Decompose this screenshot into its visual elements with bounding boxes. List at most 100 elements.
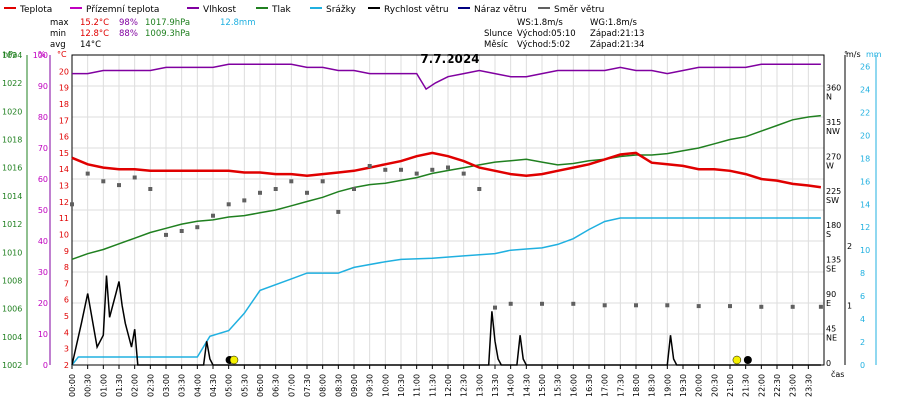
stat-min-temp: 12.8°C <box>80 29 109 39</box>
c-tick-6: 14 <box>59 165 69 174</box>
mm-tick-3: 20 <box>860 131 870 140</box>
c-tick-12: 8 <box>64 263 69 272</box>
wind-direction-point-19 <box>367 164 372 168</box>
c-tick-15: 5 <box>64 312 69 321</box>
x-tick-label-38: 19:00 <box>663 374 672 397</box>
deg-dir-0: N <box>826 92 832 101</box>
c-tick-5: 15 <box>59 149 69 158</box>
wind-direction-point-25 <box>461 171 466 176</box>
x-tick-label-3: 01:30 <box>115 374 124 397</box>
x-tick-label-4: 02:00 <box>131 374 140 397</box>
mm-tick-10: 6 <box>860 292 865 301</box>
x-tick-label-8: 04:00 <box>193 374 202 397</box>
x-tick-label-24: 12:00 <box>444 374 453 397</box>
x-tick-label-39: 19:30 <box>679 374 688 397</box>
hpa-tick-10: 1004 <box>2 333 22 342</box>
pct-tick-4: 60 <box>38 175 48 184</box>
x-tick-label-41: 20:30 <box>710 374 719 397</box>
pct-tick-10: 0 <box>43 361 48 370</box>
stat-avg-temp: 14°C <box>80 40 101 50</box>
wind-direction-point-37 <box>790 304 795 309</box>
wind-direction-point-33 <box>665 303 670 308</box>
hpa-tick-9: 1006 <box>2 305 22 314</box>
x-tick-label-9: 04:30 <box>209 374 218 397</box>
x-tick-label-33: 16:30 <box>585 374 594 397</box>
x-tick-label-18: 09:00 <box>350 374 359 397</box>
c-tick-10: 10 <box>59 230 69 239</box>
x-tick-label-19: 09:30 <box>366 374 375 397</box>
pct-unit: % <box>38 50 46 59</box>
grid <box>71 54 824 366</box>
deg-tick-7: 45 <box>826 325 836 334</box>
wind-direction-point-12 <box>258 190 262 195</box>
hpa-tick-2: 1020 <box>2 107 22 116</box>
pct-tick-7: 30 <box>38 268 48 277</box>
x-tick-label-1: 00:30 <box>84 374 93 397</box>
mm-tick-2: 22 <box>860 108 870 117</box>
x-tick-label-37: 18:30 <box>648 374 657 397</box>
legend-label-2: Vlhkost <box>203 5 236 15</box>
deg-tick-8: 0 <box>826 359 831 368</box>
info-sun-label: Slunce <box>484 29 512 39</box>
c-tick-7: 13 <box>59 182 69 191</box>
x-tick-label-21: 10:30 <box>397 374 406 397</box>
ms-tick-0: 2 <box>847 242 852 251</box>
pct-tick-6: 40 <box>38 237 48 246</box>
x-tick-label-16: 08:00 <box>319 374 328 397</box>
wind-direction-point-3 <box>117 183 121 188</box>
mm-tick-6: 14 <box>860 200 870 209</box>
deg-dir-5: SE <box>826 265 836 274</box>
series-layer <box>70 63 823 366</box>
pct-tick-8: 20 <box>38 299 48 308</box>
wind-direction-point-8 <box>195 225 200 230</box>
wind-direction-point-21 <box>399 167 403 172</box>
wind-direction-point-31 <box>602 303 607 308</box>
x-tick-label-44: 22:00 <box>757 374 766 397</box>
stat-min-press: 1009.3hPa <box>145 29 190 39</box>
wind-direction-point-16 <box>320 179 325 184</box>
x-tick-label-42: 21:00 <box>726 374 735 397</box>
deg-tick-5: 135 <box>826 256 841 265</box>
x-tick-label-11: 05:30 <box>240 374 249 397</box>
hpa-tick-0: 1024 <box>2 51 22 60</box>
deg-tick-4: 180 <box>826 221 841 230</box>
mm-tick-4: 18 <box>860 154 870 163</box>
legend-label-5: Rychlost větru <box>384 5 449 15</box>
x-tick-label-6: 03:00 <box>162 374 171 397</box>
wind-direction-point-7 <box>179 229 184 233</box>
pct-tick-3: 70 <box>38 144 48 153</box>
wind-direction-point-10 <box>226 202 231 207</box>
ms-tick-1: 1 <box>847 301 852 310</box>
wind-direction-point-1 <box>85 171 90 176</box>
x-tick-label-20: 10:00 <box>381 374 390 397</box>
pct-tick-9: 10 <box>38 330 48 339</box>
deg-dir-4: S <box>826 230 831 239</box>
mm-tick-5: 16 <box>860 177 870 186</box>
x-tick-label-30: 15:00 <box>538 374 547 397</box>
hpa-tick-3: 1018 <box>2 136 22 145</box>
wind-direction-point-14 <box>289 179 294 184</box>
x-tick-label-45: 22:30 <box>773 374 782 397</box>
stat-min-label: min <box>50 29 66 39</box>
deg-tick-3: 225 <box>826 187 841 196</box>
wind-direction-point-0 <box>70 202 74 207</box>
x-tick-label-26: 13:00 <box>475 374 484 397</box>
series-rain-line <box>71 217 821 366</box>
x-tick-label-43: 21:30 <box>742 374 751 397</box>
hpa-tick-6: 1012 <box>2 220 22 229</box>
hpa-tick-5: 1014 <box>2 192 22 201</box>
legend: Teplota Přízemní teplota Vlhkost Tlak Srážky… <box>4 5 604 15</box>
wind-direction-point-27 <box>493 305 497 310</box>
wind-direction-point-34 <box>696 304 701 309</box>
deg-tick-6: 90 <box>826 290 836 299</box>
legend-label-6: Náraz větru <box>474 5 527 15</box>
deg-tick-2: 270 <box>826 152 841 161</box>
c-tick-17: 3 <box>64 345 69 354</box>
wind-direction-point-20 <box>383 167 388 172</box>
c-tick-1: 19 <box>59 84 69 93</box>
x-tick-label-23: 11:30 <box>428 374 437 397</box>
mm-tick-11: 4 <box>860 315 865 324</box>
c-tick-9: 11 <box>59 214 69 223</box>
info-ws: WS:1.8m/s <box>517 18 563 28</box>
x-tick-label-15: 07:30 <box>303 374 312 397</box>
